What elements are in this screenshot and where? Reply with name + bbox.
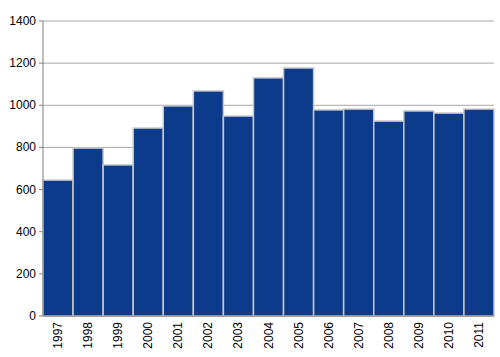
category-label: 2001 xyxy=(171,322,185,349)
bar xyxy=(133,128,163,316)
grid-line xyxy=(43,63,494,64)
category-label: 2000 xyxy=(141,322,155,349)
category-label: 2009 xyxy=(412,322,426,349)
bar xyxy=(163,106,193,316)
tick-mark xyxy=(39,21,43,22)
tick-mark xyxy=(39,147,43,148)
tick-mark xyxy=(39,105,43,106)
category-label: 2011 xyxy=(472,322,486,348)
bar xyxy=(464,109,494,316)
bar xyxy=(434,113,464,316)
category-label: 2005 xyxy=(292,322,306,349)
x-axis xyxy=(43,316,494,317)
tick-label: 800 xyxy=(16,140,36,154)
tick-label: 1400 xyxy=(9,14,36,28)
tick-label: 200 xyxy=(16,267,36,281)
category-label: 2004 xyxy=(262,322,276,349)
category-label: 2007 xyxy=(352,322,366,349)
tick-label: 1000 xyxy=(9,98,36,112)
tick-label: 400 xyxy=(16,225,36,239)
bar xyxy=(374,121,404,316)
tick-mark xyxy=(39,63,43,64)
category-label: 2003 xyxy=(231,322,245,349)
bar xyxy=(314,110,344,316)
bar xyxy=(253,78,283,316)
grid-line xyxy=(43,316,494,317)
category-label: 2008 xyxy=(382,322,396,349)
bar xyxy=(43,180,73,316)
bar xyxy=(344,109,374,316)
category-label: 2006 xyxy=(322,322,336,349)
category-label: 2010 xyxy=(442,322,456,349)
bar xyxy=(103,165,133,316)
grid-line xyxy=(43,21,494,22)
bar xyxy=(193,91,223,316)
category-label: 1999 xyxy=(111,322,125,349)
chart: 0 200 400 600 800 1000 1200 1400 1997 1998 1999 200… xyxy=(0,0,500,357)
bar xyxy=(73,148,103,316)
y-axis xyxy=(43,21,44,316)
bar xyxy=(284,68,314,316)
category-label: 1998 xyxy=(81,322,95,349)
tick-label: 1200 xyxy=(9,56,36,70)
category-label: 2002 xyxy=(201,322,215,349)
tick-label: 0 xyxy=(29,309,36,323)
bar xyxy=(223,116,253,316)
bar xyxy=(404,111,434,316)
category-label: 1997 xyxy=(51,322,65,349)
tick-label: 600 xyxy=(16,183,36,197)
